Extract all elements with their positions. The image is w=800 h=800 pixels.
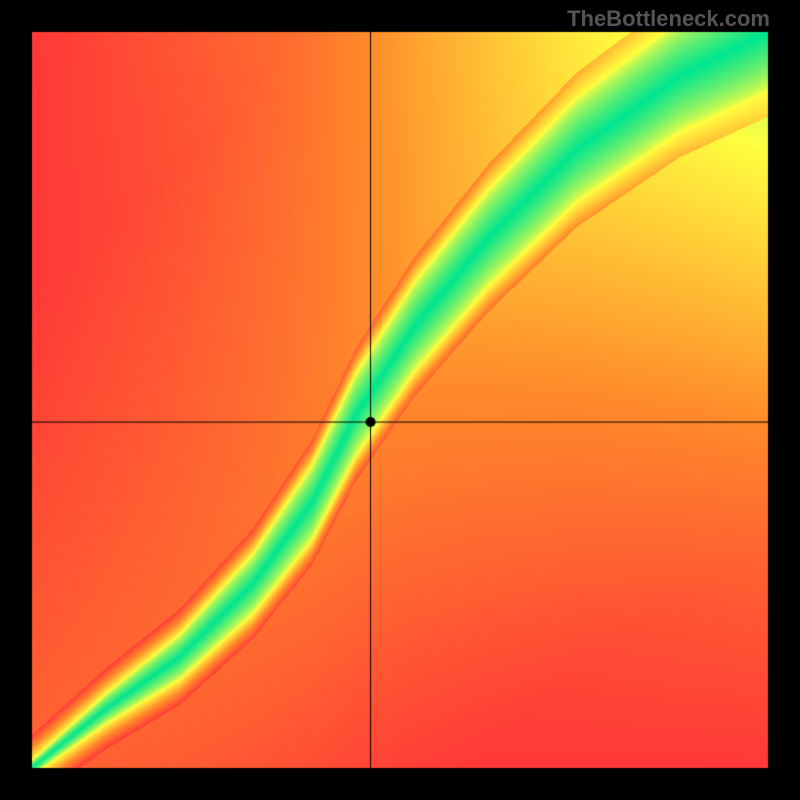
watermark-text: TheBottleneck.com bbox=[567, 6, 770, 32]
bottleneck-heatmap bbox=[0, 0, 800, 800]
